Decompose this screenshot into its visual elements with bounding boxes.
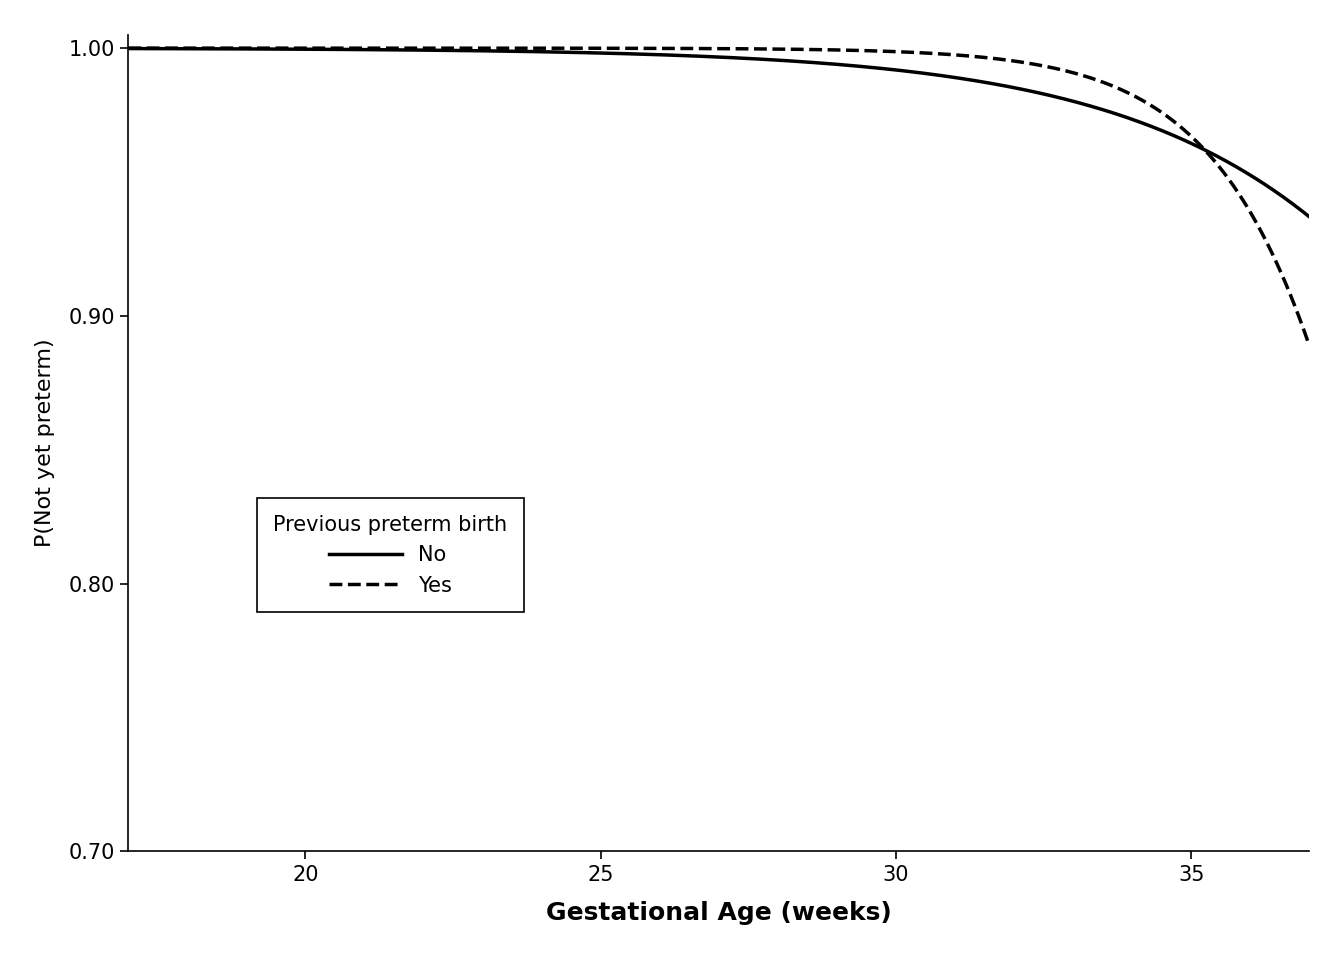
Yes: [241, 42, 257, 54]
No: [598, 47, 614, 59]
No: [241, 43, 257, 55]
No: [640, 49, 656, 60]
Yes: [931, 48, 948, 60]
Line: No: No: [128, 49, 1309, 217]
Yes: [598, 42, 614, 54]
No: [1062, 95, 1078, 107]
Y-axis label: P(Not yet preterm): P(Not yet preterm): [35, 339, 55, 547]
Yes: [640, 42, 656, 54]
X-axis label: Gestational Age (weeks): Gestational Age (weeks): [546, 901, 891, 925]
Legend: No, Yes: No, Yes: [257, 498, 524, 612]
Yes: [1042, 61, 1058, 73]
No: [120, 43, 136, 55]
Line: Yes: Yes: [128, 48, 1309, 346]
Yes: [1062, 66, 1078, 78]
No: [1301, 211, 1317, 223]
No: [1042, 89, 1058, 101]
Yes: [1301, 340, 1317, 351]
No: [931, 69, 948, 81]
Yes: [120, 42, 136, 54]
